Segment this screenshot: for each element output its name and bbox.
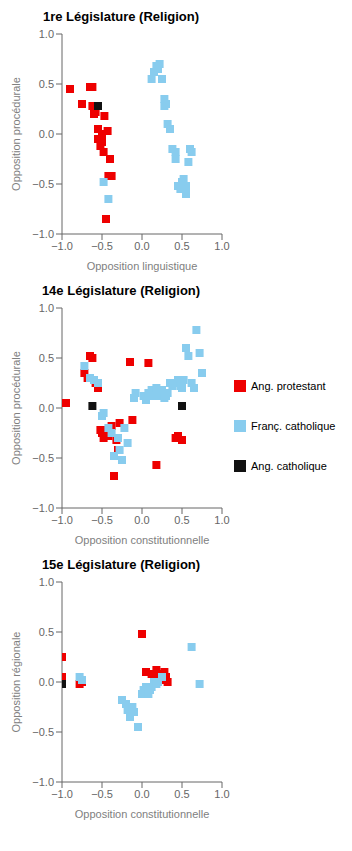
svg-text:0.0: 0.0	[39, 402, 54, 414]
html-text:Ang. catholique: Ang. catholique	[251, 460, 327, 472]
svg-text:−0.5: −0.5	[32, 726, 54, 738]
svg-text:0.0: 0.0	[134, 788, 149, 800]
html-text:Franç. catholique: Franç. catholique	[251, 420, 336, 432]
svg-text:0.5: 0.5	[39, 78, 54, 90]
svg-text:0.5: 0.5	[174, 240, 189, 252]
svg-text:−1.0: −1.0	[51, 240, 73, 252]
svg-text:Opposition constitutionnelle: Opposition constitutionnelle	[75, 534, 210, 546]
svg-text:0.0: 0.0	[134, 514, 149, 526]
svg-text:1.0: 1.0	[214, 788, 229, 800]
svg-text:−0.5: −0.5	[32, 178, 54, 190]
svg-text:Opposition procédurale: Opposition procédurale	[10, 77, 22, 191]
svg-text:0.5: 0.5	[39, 626, 54, 638]
svg-text:0.0: 0.0	[39, 676, 54, 688]
svg-text:−1.0: −1.0	[32, 502, 54, 514]
svg-text:−1.0: −1.0	[32, 776, 54, 788]
svg-text:0.5: 0.5	[174, 514, 189, 526]
svg-text:0.0: 0.0	[39, 128, 54, 140]
svg-text:1.0: 1.0	[214, 514, 229, 526]
html-text:15e Législature (Religion): 15e Législature (Religion)	[41, 557, 201, 572]
html-text:Ang. protestant: Ang. protestant	[251, 380, 326, 392]
svg-text:Opposition procédurale: Opposition procédurale	[10, 351, 22, 465]
svg-text:−1.0: −1.0	[51, 514, 73, 526]
svg-text:Opposition régionale: Opposition régionale	[10, 632, 22, 733]
svg-text:0.5: 0.5	[174, 788, 189, 800]
html-text:14e Législature (Religion): 14e Législature (Religion)	[41, 283, 201, 298]
svg-text:−1.0: −1.0	[51, 788, 73, 800]
html-text:1re Législature (Religion): 1re Législature (Religion)	[43, 9, 199, 24]
svg-text:−0.5: −0.5	[91, 514, 113, 526]
svg-text:−0.5: −0.5	[32, 452, 54, 464]
svg-text:0.5: 0.5	[39, 352, 54, 364]
svg-text:−0.5: −0.5	[91, 788, 113, 800]
svg-text:Opposition linguistique: Opposition linguistique	[87, 260, 198, 272]
svg-text:Opposition constitutionnelle: Opposition constitutionnelle	[75, 808, 210, 820]
svg-text:−1.0: −1.0	[32, 228, 54, 240]
svg-text:1.0: 1.0	[39, 28, 54, 40]
svg-text:1.0: 1.0	[39, 302, 54, 314]
svg-text:0.0: 0.0	[134, 240, 149, 252]
svg-text:1.0: 1.0	[39, 576, 54, 588]
svg-text:−0.5: −0.5	[91, 240, 113, 252]
svg-text:1.0: 1.0	[214, 240, 229, 252]
